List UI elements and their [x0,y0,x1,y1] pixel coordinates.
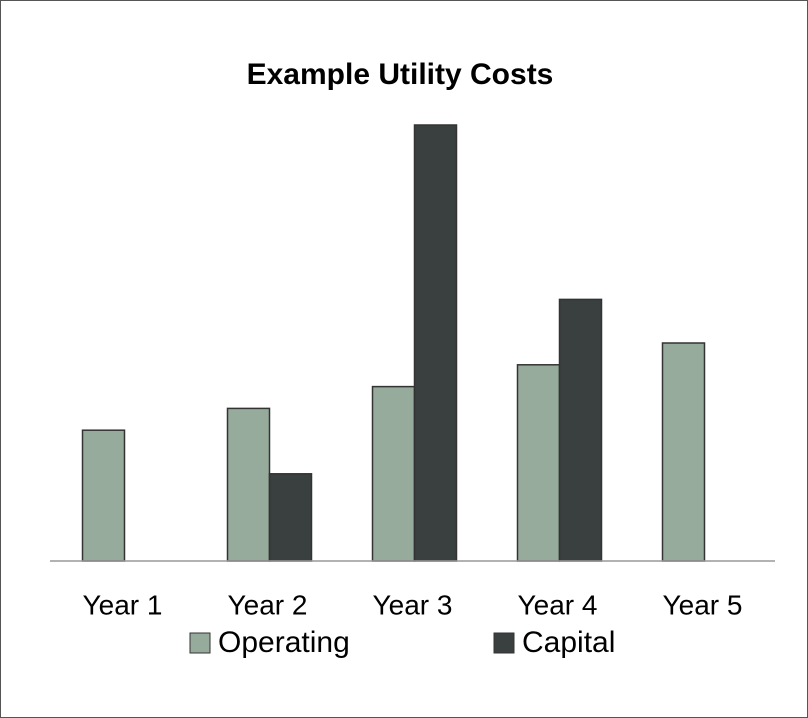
x-tick-label: Year 4 [518,589,598,620]
bar [558,298,603,562]
legend-label: Capital [522,626,615,659]
x-tick-label: Year 1 [83,589,163,620]
bar [226,407,271,562]
x-tick-label: Year 2 [228,589,308,620]
x-tick-label: Year 5 [663,589,743,620]
legend-swatch [493,632,515,654]
legend-label: Operating [218,626,350,659]
chart-title: Example Utility Costs [247,58,554,91]
bar [268,473,313,562]
bar [81,429,126,562]
x-tick-label: Year 3 [373,589,453,620]
bar [371,385,416,562]
legend-swatch [189,632,211,654]
bar [661,342,706,562]
bar [413,124,458,562]
bar [516,364,561,562]
